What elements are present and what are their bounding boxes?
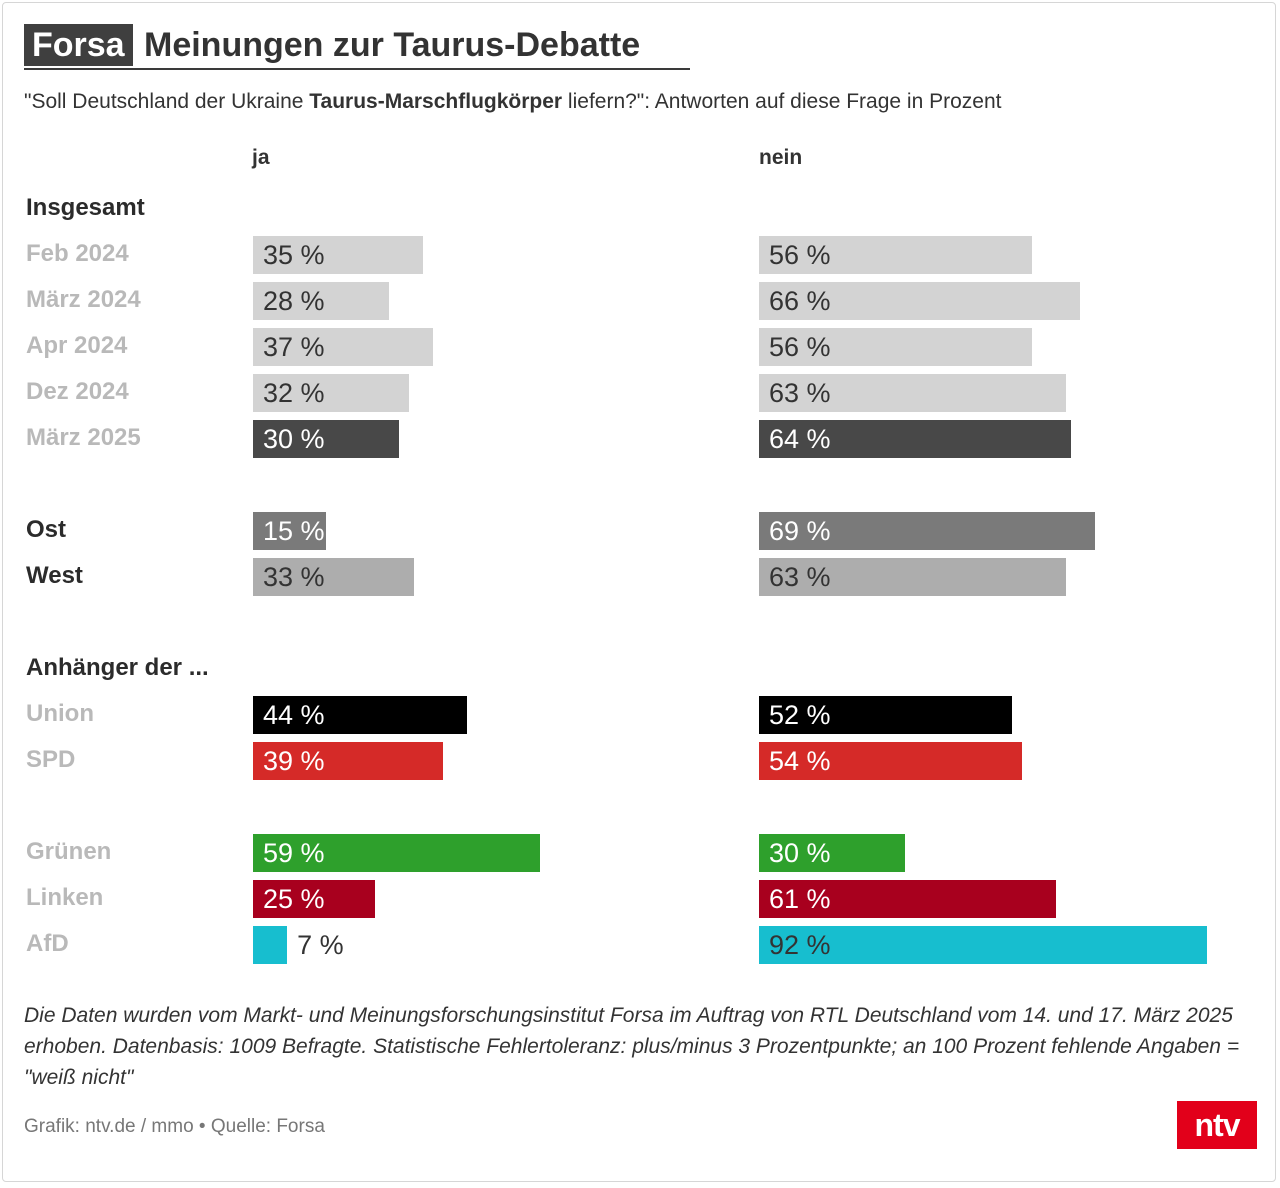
- chart-subtitle: "Soll Deutschland der Ukraine Taurus-Mar…: [24, 90, 1001, 114]
- brand-label: Forsa: [24, 24, 133, 66]
- bar-ja: [253, 512, 327, 550]
- bar-ja: [253, 834, 541, 872]
- value-label-nein: 63 %: [769, 562, 831, 592]
- bar-nein: [759, 282, 1081, 320]
- value-label-ja: 15 %: [263, 516, 325, 546]
- subtitle-pre: "Soll Deutschland der Ukraine: [24, 90, 310, 113]
- bar-nein: [759, 742, 1022, 780]
- row-label: Feb 2024: [26, 240, 129, 267]
- bar-ja: [253, 880, 375, 918]
- value-label-nein: 92 %: [769, 930, 831, 960]
- title-bar: Forsa Meinungen zur Taurus-Debatte: [24, 22, 690, 70]
- subtitle-post: liefern?": Antworten auf diese Frage in …: [562, 90, 1002, 113]
- row-label: SPD: [26, 746, 76, 773]
- value-label-ja: 32 %: [263, 378, 325, 408]
- bar-nein: [759, 696, 1013, 734]
- bar-nein: [759, 236, 1032, 274]
- value-label-ja: 35 %: [263, 240, 325, 270]
- value-label-ja: 37 %: [263, 332, 325, 362]
- chart-title: Meinungen zur Taurus-Debatte: [144, 26, 641, 64]
- section-title: Anhänger der ...: [26, 654, 209, 681]
- value-label-ja: 33 %: [263, 562, 325, 592]
- value-label-ja: 7 %: [297, 930, 344, 960]
- value-label-nein: 66 %: [769, 286, 831, 316]
- bar-nein: [759, 558, 1066, 596]
- value-label-nein: 52 %: [769, 700, 831, 730]
- value-label-nein: 64 %: [769, 424, 831, 454]
- methodology-note: Die Daten wurden vom Markt- und Meinungs…: [24, 1004, 1240, 1089]
- bar-nein: [759, 926, 1208, 964]
- row-label: Ost: [26, 516, 67, 543]
- bar-ja: [253, 328, 434, 366]
- bar-nein: [759, 834, 906, 872]
- bar-ja: [253, 282, 390, 320]
- bar-nein: [759, 328, 1032, 366]
- value-label-nein: 63 %: [769, 378, 831, 408]
- column-header-ja: ja: [252, 146, 270, 169]
- row-label: Grünen: [26, 838, 112, 865]
- value-label-nein: 54 %: [769, 746, 831, 776]
- bar-nein: [759, 512, 1096, 550]
- bar-ja: [253, 236, 424, 274]
- bar-nein: [759, 420, 1071, 458]
- value-label-ja: 25 %: [263, 884, 325, 914]
- bar-ja: [253, 742, 443, 780]
- value-label-ja: 39 %: [263, 746, 325, 776]
- value-label-ja: 30 %: [263, 424, 325, 454]
- bar-nein: [759, 880, 1057, 918]
- bar-ja: [253, 558, 414, 596]
- row-label: Dez 2024: [26, 378, 129, 405]
- value-label-ja: 28 %: [263, 286, 325, 316]
- subtitle-bold: Taurus-Marschflugkörper: [309, 90, 563, 113]
- section-title: Insgesamt: [26, 194, 145, 221]
- bar-nein: [759, 374, 1066, 412]
- value-label-nein: 56 %: [769, 240, 831, 270]
- row-label: Linken: [26, 884, 104, 911]
- value-label-ja: 44 %: [263, 700, 325, 730]
- bar-ja: [253, 374, 409, 412]
- value-label-nein: 61 %: [769, 884, 831, 914]
- row-label: AfD: [26, 930, 69, 957]
- column-header-nein: nein: [759, 146, 803, 169]
- row-label: Union: [26, 700, 94, 727]
- bar-ja: [253, 420, 400, 458]
- bar-ja: [253, 926, 288, 964]
- source-credit: Grafik: ntv.de / mmo • Quelle: Forsa: [24, 1116, 325, 1137]
- value-label-ja: 59 %: [263, 838, 325, 868]
- row-label: März 2025: [26, 424, 141, 451]
- row-label: März 2024: [26, 286, 141, 313]
- bar-ja: [253, 696, 468, 734]
- row-label: Apr 2024: [26, 332, 128, 359]
- ntv-logo: ntv: [1177, 1101, 1257, 1149]
- value-label-nein: 30 %: [769, 838, 831, 868]
- row-label: West: [26, 562, 83, 589]
- value-label-nein: 69 %: [769, 516, 831, 546]
- value-label-nein: 56 %: [769, 332, 831, 362]
